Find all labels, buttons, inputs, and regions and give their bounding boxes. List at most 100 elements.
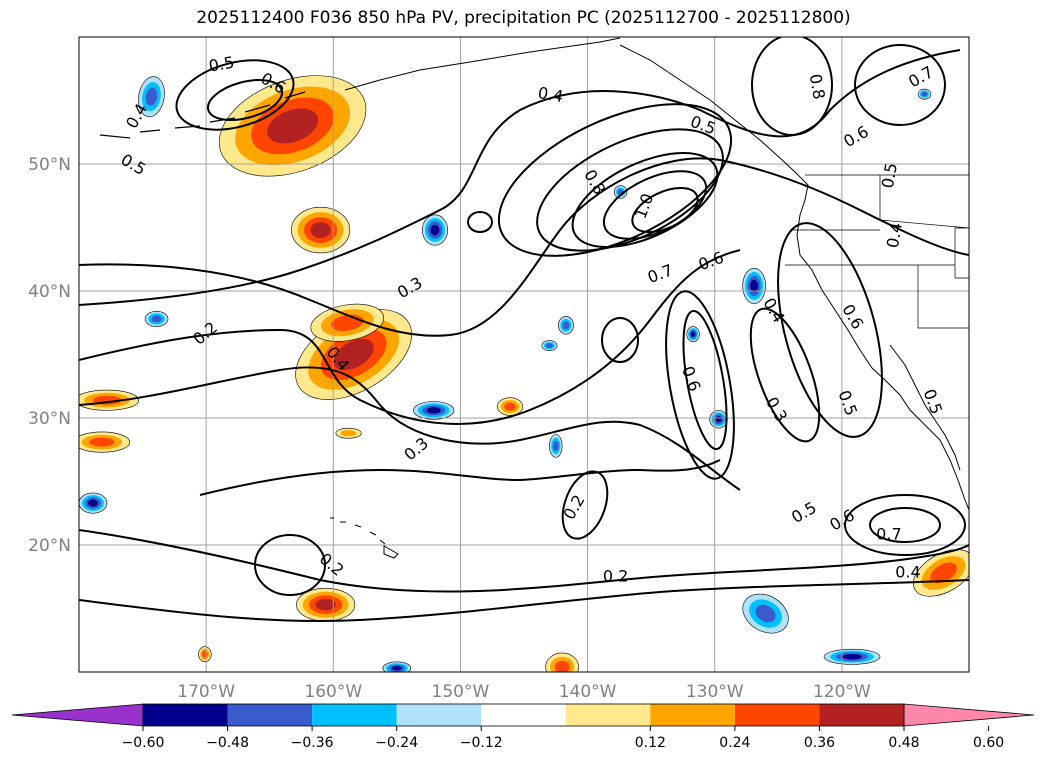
precip-positive-area [198, 646, 212, 663]
precip-negative-area [382, 661, 412, 672]
colorbar-swatch [396, 704, 482, 726]
lat-tick-label: 40°N [28, 282, 71, 302]
pv-contour-0-7 [571, 151, 719, 249]
precip-positive-area [291, 206, 351, 254]
contour-label: 0.5 [207, 53, 235, 76]
pv-contour-ring-west [601, 317, 639, 363]
colorbar-tick-label: −0.48 [206, 735, 249, 751]
contour-label: 0.5 [118, 150, 150, 179]
precip-band [755, 604, 776, 623]
colorbar-swatch [734, 704, 820, 726]
map-title: 2025112400 F036 850 hPa PV, precipitatio… [196, 8, 851, 28]
precip-band [267, 108, 319, 144]
pv-contour-0-2-loop [561, 470, 609, 540]
contour-label: 0.2 [603, 566, 628, 585]
precip-negative-area [558, 316, 574, 335]
precip-band [333, 338, 374, 371]
precip-positive-area [79, 431, 131, 453]
colorbar-swatch [565, 704, 651, 726]
colorbar-tick-label: −0.36 [291, 735, 334, 751]
lon-tick-label: 140°W [559, 682, 617, 702]
precip-band [89, 437, 115, 447]
pv-contour-0-3 [79, 157, 969, 337]
precip-band [921, 91, 928, 97]
colorbar-tick-label: −0.60 [122, 735, 165, 751]
hawaii-islands [330, 517, 399, 559]
colorbar-extend-high [903, 703, 1035, 727]
precip-band [930, 562, 957, 584]
colorbar-extend-low [11, 703, 144, 727]
precip-band [315, 598, 336, 611]
pv-contour-se-0-5 [844, 494, 966, 556]
contour-label: 0.5 [878, 161, 901, 189]
pv-contour-mid-0-6 [682, 309, 728, 451]
lat-tick-label: 30°N [28, 409, 71, 429]
contour-label: 0.4 [895, 563, 920, 582]
pv-contour-0-2b [79, 366, 741, 491]
graticule [79, 37, 969, 672]
precip-band [202, 650, 208, 658]
pv-contour-0-3-east [749, 307, 821, 443]
precip-negative-area [742, 267, 766, 305]
lat-tick-label: 50°N [28, 155, 71, 175]
precip-band [690, 331, 696, 337]
precip-negative-area [138, 76, 165, 118]
colorbar-swatch [481, 704, 566, 726]
precip-positive-area [335, 427, 362, 439]
pv-contour-ne-0-8 [751, 37, 833, 136]
precip-band [340, 430, 357, 437]
precip-band [715, 416, 722, 423]
precip-negative-area [917, 88, 932, 100]
pv-contour-0-4 [79, 49, 961, 306]
contour-label: 0.4 [536, 83, 564, 106]
precip-negative-area [79, 492, 108, 514]
contour-label: 0.4 [883, 221, 906, 249]
contour-label: 0.3 [394, 273, 426, 302]
pv-contour-east-0-5 [777, 222, 883, 438]
precip-negative-area [421, 214, 449, 246]
colorbar-tick-label: −0.12 [460, 735, 503, 751]
colorbar-tick-label: 0.48 [888, 735, 919, 751]
colorbar-swatch [312, 704, 397, 726]
precip-positive-area [545, 652, 579, 672]
colorbar: −0.60 −0.48 −0.36 −0.24 −0.12 0.12 0.24 0.36 0.4… [11, 703, 1035, 751]
contour-label: 0.3 [400, 433, 432, 464]
pv-contour-nw-0-5 [175, 59, 295, 131]
precip-negative-area [742, 593, 789, 634]
contour-label: 0.7 [905, 62, 937, 91]
colorbar-tick-label: 0.12 [635, 735, 666, 751]
lon-tick-label: 130°W [686, 682, 744, 702]
map-frame [78, 36, 970, 673]
state-border-lines [785, 174, 969, 329]
precip-positive-area [496, 397, 524, 416]
contour-label: 0.5 [920, 386, 947, 416]
contour-label: 0.6 [840, 122, 872, 151]
precip-band [552, 440, 559, 452]
pv-contour-0-2c [79, 529, 969, 593]
contour-label: 0.5 [788, 498, 820, 527]
precip-band [504, 402, 516, 411]
lon-tick-label: 170°W [177, 682, 235, 702]
precip-band [391, 665, 402, 671]
lon-tick-label: 150°W [432, 682, 490, 702]
colorbar-swatch [227, 704, 313, 726]
precip-band [310, 222, 331, 238]
pv-contour-0-6 [536, 128, 724, 252]
pv-contour-1-0 [631, 186, 699, 234]
pv-contour-0-3c [79, 579, 969, 622]
pv-contour-small-ring [467, 211, 493, 233]
colorbar-tick-label: −0.24 [375, 735, 418, 751]
contour-label: 0.2 [189, 318, 221, 349]
precip-negative-area [541, 340, 558, 351]
pv-contour-ne-0-7 [854, 44, 946, 126]
precip-band [842, 654, 862, 660]
precip-band [750, 279, 759, 293]
colorbar-tick-label: 0.60 [973, 735, 1004, 751]
precip-negative-area [823, 648, 881, 665]
precip-positive-area [310, 303, 385, 342]
precip-positive-area [79, 389, 140, 411]
colorbar-outline [142, 703, 905, 727]
contour-label: 0.2 [559, 491, 588, 523]
pv-contour-nw-0-6 [207, 79, 283, 121]
